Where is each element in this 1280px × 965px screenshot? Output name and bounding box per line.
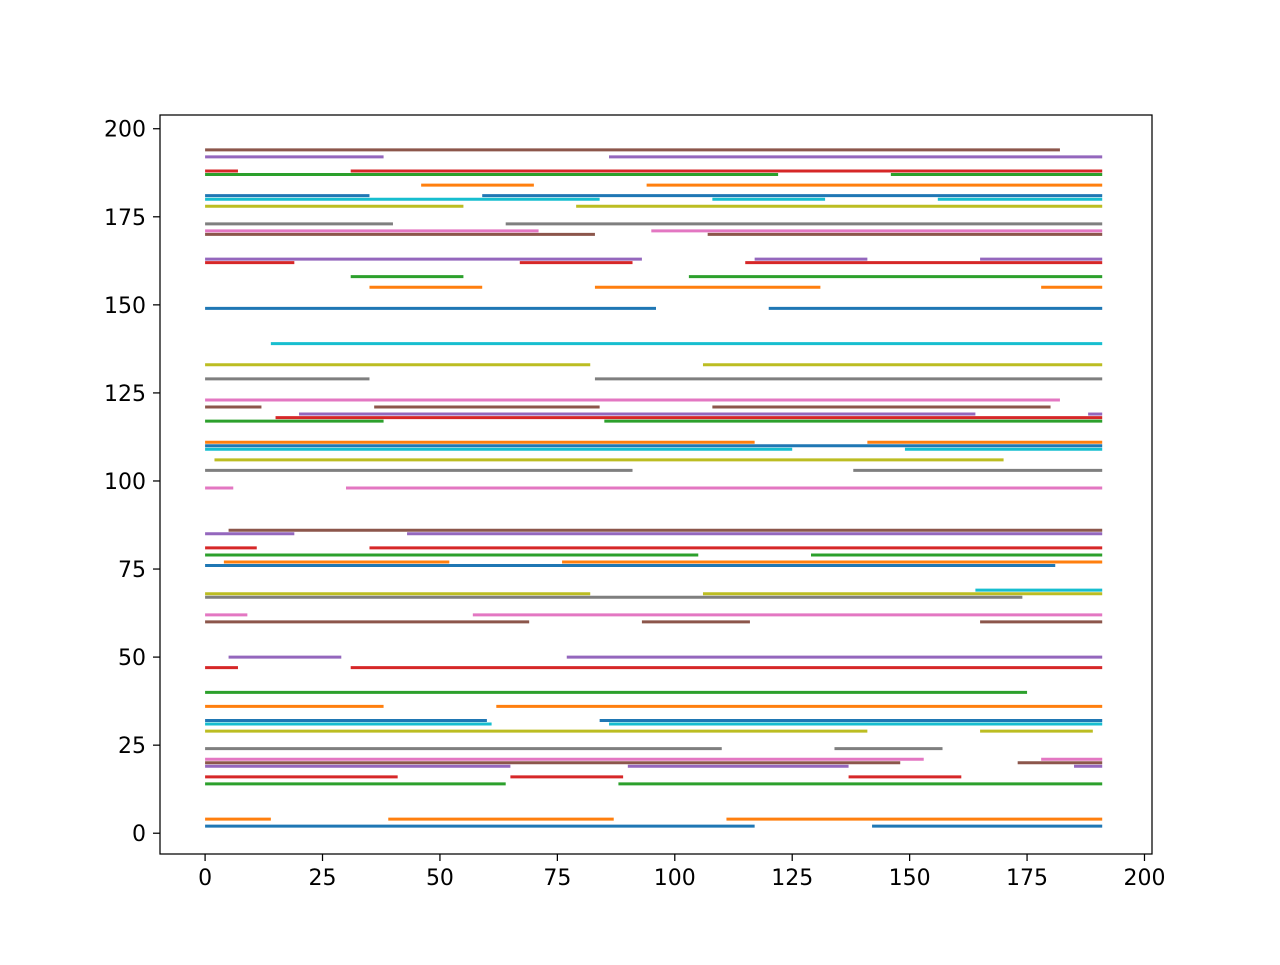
x-tick-label: 25: [309, 866, 337, 891]
y-tick-label: 175: [104, 206, 146, 231]
y-tick-label: 200: [104, 118, 146, 143]
x-tick-label: 175: [1006, 866, 1048, 891]
plot-area: [160, 115, 1152, 854]
data-segments: [205, 148, 1103, 828]
y-tick-label: 75: [118, 558, 146, 583]
x-tick-label: 125: [771, 866, 813, 891]
y-tick-label: 25: [118, 734, 146, 759]
x-tick-label: 75: [543, 866, 571, 891]
y-tick-label: 100: [104, 470, 146, 495]
x-tick-label: 100: [654, 866, 696, 891]
x-tick-label: 50: [426, 866, 454, 891]
x-tick-label: 0: [198, 866, 212, 891]
x-tick-label: 200: [1123, 866, 1165, 891]
y-tick-label: 150: [104, 294, 146, 319]
y-axis-ticks: 0 25 50 75 100 125 150 175 200: [104, 118, 160, 847]
y-tick-label: 50: [118, 646, 146, 671]
y-tick-label: 125: [104, 382, 146, 407]
plot-frame: [159, 114, 1153, 855]
y-tick-label: 0: [132, 822, 146, 847]
x-tick-label: 150: [889, 866, 931, 891]
x-axis-ticks: 0 25 50 75 100 125 150 175 200: [198, 854, 1165, 891]
